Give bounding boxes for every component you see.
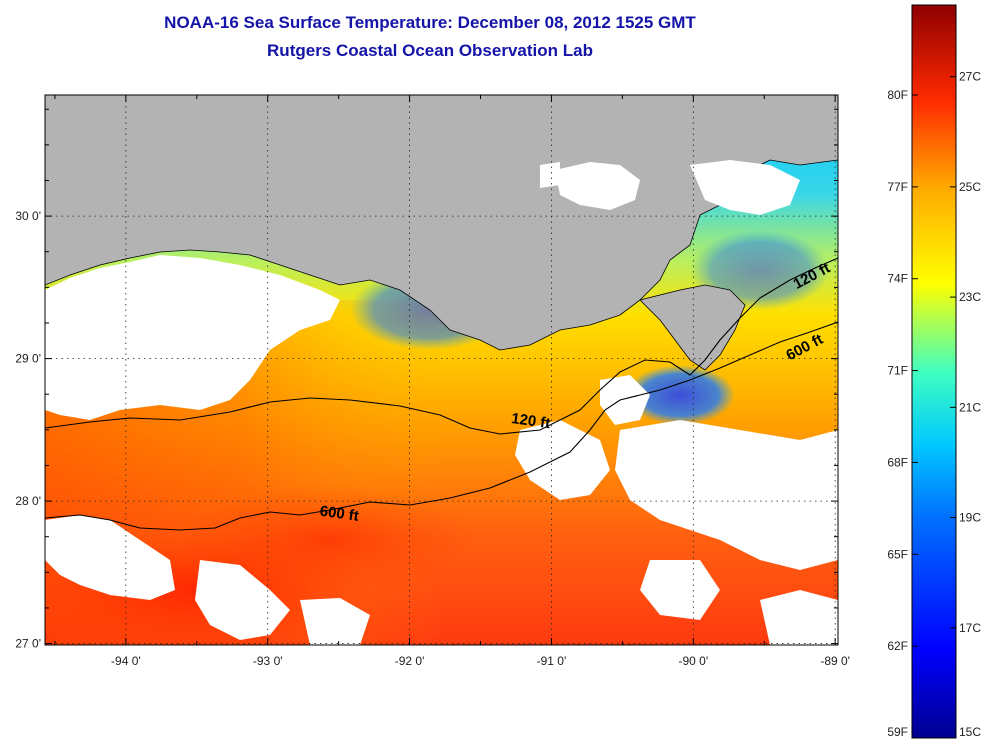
celsius-tick-label: 23C <box>959 290 981 304</box>
map-frame <box>44 94 839 646</box>
celsius-tick-label: 17C <box>959 621 981 635</box>
cloud-cover <box>45 160 838 645</box>
celsius-tick-label: 27C <box>959 70 981 84</box>
map-axes: -94 0' -93 0' -92 0' -91 0' -90 0' -89 0' 30 0… <box>15 95 850 668</box>
colorbar <box>911 4 957 739</box>
lon-tick-label: -90 0' <box>678 654 708 668</box>
fahrenheit-tick-label: 74F <box>887 272 908 286</box>
isobath-120ft <box>45 257 838 435</box>
lat-tick-label: 28 0' <box>15 494 41 508</box>
lon-tick-label: -89 0' <box>820 654 850 668</box>
fahrenheit-tick-label: 65F <box>887 547 908 561</box>
celsius-tick-label: 15C <box>959 725 981 739</box>
fahrenheit-tick-label: 71F <box>887 364 908 378</box>
lat-tick-label: 30 0' <box>15 209 41 223</box>
lon-tick-label: -93 0' <box>253 654 283 668</box>
fahrenheit-tick-label: 77F <box>887 180 908 194</box>
fahrenheit-tick-label: 59F <box>887 725 908 739</box>
lon-tick-label: -92 0' <box>395 654 425 668</box>
lon-tick-label: -94 0' <box>111 654 141 668</box>
contour-label: 600 ft <box>319 503 360 525</box>
warm-core-south <box>180 485 480 595</box>
mississippi-delta <box>639 284 746 371</box>
celsius-tick-label: 19C <box>959 511 981 525</box>
fahrenheit-tick-label: 80F <box>887 88 908 102</box>
fahrenheit-tick-label: 62F <box>887 639 908 653</box>
fahrenheit-tick-label: 68F <box>887 455 908 469</box>
celsius-tick-label: 21C <box>959 400 981 414</box>
lat-tick-label: 27 0' <box>15 637 41 651</box>
lat-tick-label: 29 0' <box>15 352 41 366</box>
contour-label: 120 ft <box>510 410 551 432</box>
cold-plume-mississippi <box>625 365 735 425</box>
map-subtitle: Rutgers Coastal Ocean Observation Lab <box>267 41 593 60</box>
map-title: NOAA-16 Sea Surface Temperature: Decembe… <box>164 13 696 32</box>
map-area <box>45 95 838 645</box>
celsius-tick-label: 25C <box>959 180 981 194</box>
lon-tick-label: -91 0' <box>537 654 567 668</box>
isobath-600ft <box>45 321 838 531</box>
colorbar-ticks: 27C 25C 23C 21C 19C 17C 15C 80F 77F 74F 71F 68F 65F 6… <box>887 70 981 739</box>
